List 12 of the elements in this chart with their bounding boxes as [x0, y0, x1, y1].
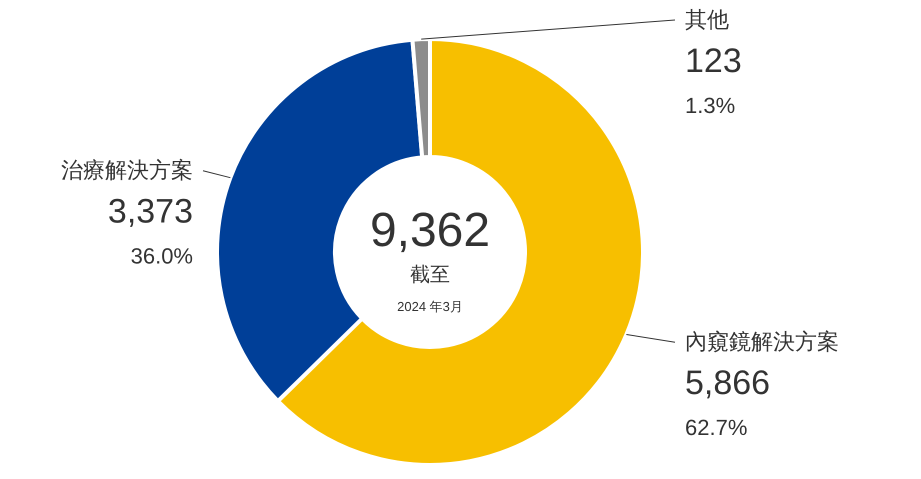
slice-label: 其他 — [685, 7, 729, 32]
data-label: 5,866 — [685, 364, 770, 402]
data-label: 3,373 — [108, 192, 193, 231]
text: 1.3% — [685, 93, 736, 118]
text: 36.0% — [130, 244, 193, 269]
text: 62.7% — [685, 415, 748, 440]
text: 截至 — [410, 264, 450, 286]
text: 2024 年3月 — [397, 299, 463, 314]
slice-label: 內窺鏡解決方案 — [685, 329, 839, 354]
slice-label: 治療解決方案 — [61, 158, 193, 183]
text: 9,362 — [370, 204, 490, 257]
data-label: 123 — [685, 42, 742, 80]
